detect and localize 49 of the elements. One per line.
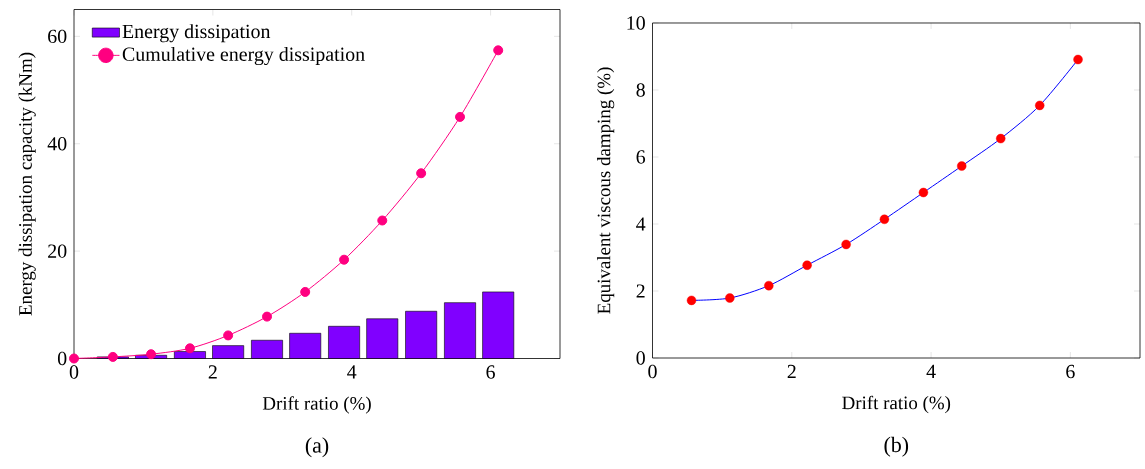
point <box>725 293 735 303</box>
y-tick-label: 6 <box>636 150 646 164</box>
point <box>1035 100 1045 111</box>
point <box>455 111 466 122</box>
point <box>493 45 504 56</box>
point <box>184 343 195 354</box>
x-axis-title: Drift ratio (%) <box>842 395 951 414</box>
x-tick-label: 2 <box>208 365 217 379</box>
x-tick-label: 0 <box>69 365 79 379</box>
point <box>686 295 697 306</box>
point <box>1073 54 1083 65</box>
y-tick-label: 10 <box>627 16 645 30</box>
y-tick-label: 4 <box>636 217 646 231</box>
y-axis-title: Equivalent viscous damping (%) <box>597 67 615 314</box>
point <box>146 349 157 360</box>
point <box>918 187 929 198</box>
y-axis-title: Energy dissipation capacity (kNm) <box>18 52 36 316</box>
point <box>957 161 967 171</box>
y-tick-label: 2 <box>636 284 645 298</box>
x-tick-label: 2 <box>787 364 796 379</box>
point <box>377 215 388 226</box>
point <box>879 214 890 225</box>
point <box>223 330 234 341</box>
text: (a) <box>305 437 329 458</box>
x-tick-label: 6 <box>1066 364 1075 379</box>
point <box>841 239 851 250</box>
point <box>69 353 79 364</box>
point <box>262 311 273 322</box>
point <box>300 286 311 297</box>
point <box>416 168 427 179</box>
point <box>764 280 774 291</box>
legend-label: Energy dissipation <box>122 24 271 43</box>
x-tick-label: 6 <box>486 365 495 379</box>
y-tick-label: 20 <box>48 244 67 258</box>
y-tick-label: 0 <box>57 351 67 366</box>
point <box>996 133 1006 144</box>
legend-label: Cumulative energy dissipation <box>122 46 365 66</box>
point <box>107 351 118 362</box>
point <box>339 254 350 265</box>
text: (b) <box>884 436 909 457</box>
x-tick-label: 4 <box>347 365 357 379</box>
y-tick-label: 40 <box>47 137 67 151</box>
x-axis-title: Drift ratio (%) <box>262 396 371 414</box>
y-tick-label: 8 <box>636 83 645 97</box>
y-tick-label: 60 <box>48 29 67 44</box>
x-tick-label: 4 <box>926 364 936 378</box>
x-tick-label: 0 <box>648 364 657 379</box>
point <box>802 260 812 270</box>
y-tick-label: 0 <box>636 351 645 365</box>
